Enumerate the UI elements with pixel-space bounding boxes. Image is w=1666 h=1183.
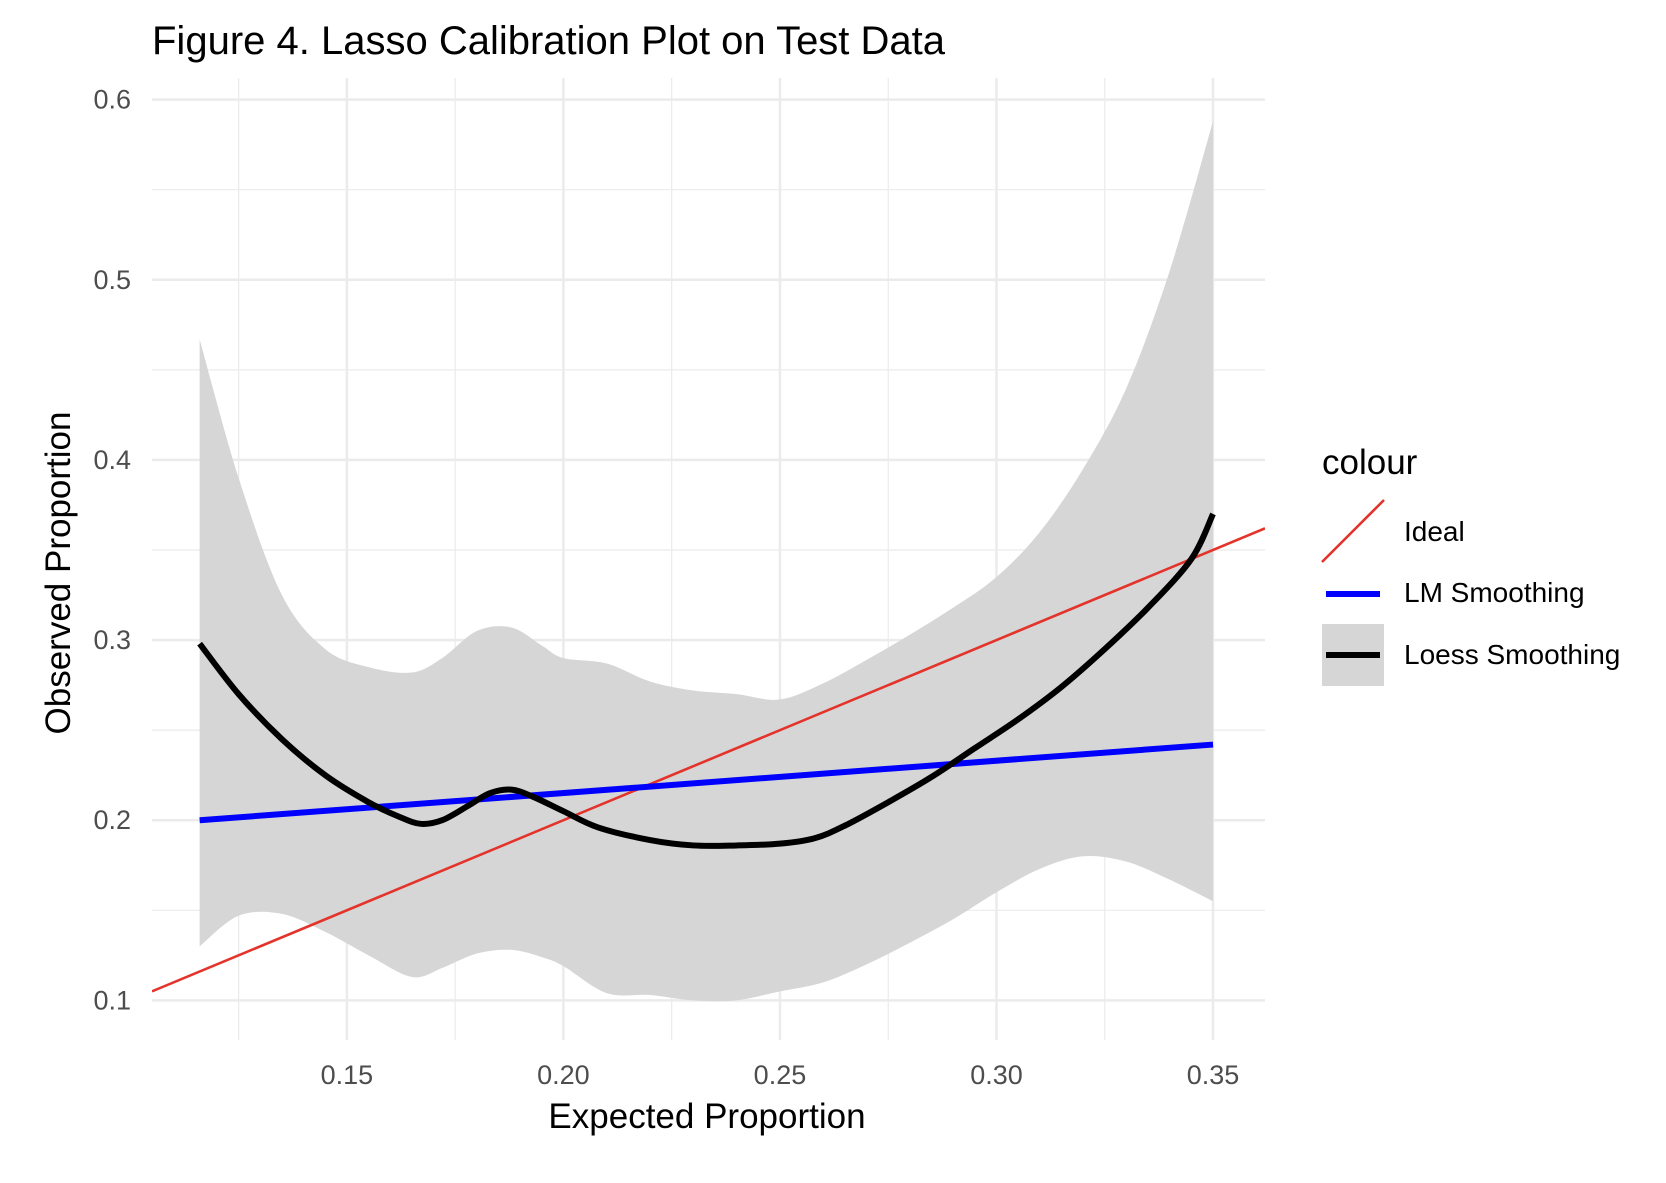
loess-confidence-band (199, 121, 1214, 1002)
legend-label: Ideal (1404, 516, 1465, 547)
legend-label: Loess Smoothing (1404, 639, 1620, 670)
y-axis-title: Observed Proportion (39, 412, 78, 735)
y-tick-label: 0.1 (93, 985, 131, 1015)
chart-title: Figure 4. Lasso Calibration Plot on Test… (152, 19, 946, 63)
axis-ticks: 0.15 0.20 0.25 0.30 0.35 0.1 0.2 0.3 0.4 0.5 0.6 (93, 85, 1239, 1090)
x-axis-title: Expected Proportion (548, 1097, 865, 1136)
x-tick-label: 0.35 (1187, 1060, 1240, 1090)
y-tick-label: 0.4 (93, 445, 131, 475)
y-tick-label: 0.5 (93, 265, 131, 295)
x-tick-label: 0.20 (537, 1060, 590, 1090)
legend-label: LM Smoothing (1404, 577, 1585, 608)
x-tick-label: 0.25 (754, 1060, 807, 1090)
y-tick-label: 0.6 (93, 85, 131, 115)
loess-smoothing-line (197, 512, 1216, 849)
series-lines (152, 512, 1265, 993)
lm-smoothing-line (199, 741, 1214, 824)
x-tick-label: 0.30 (970, 1060, 1023, 1090)
y-tick-label: 0.2 (93, 805, 131, 835)
legend-key-ideal (1321, 499, 1385, 563)
y-tick-label: 0.3 (93, 625, 131, 655)
x-tick-label: 0.15 (321, 1060, 374, 1090)
legend: colour Ideal LM Smoothing Loess Smoothing (1321, 443, 1620, 686)
confidence-ribbon (199, 121, 1214, 1002)
legend-title: colour (1322, 443, 1418, 482)
ideal-line (152, 527, 1265, 993)
